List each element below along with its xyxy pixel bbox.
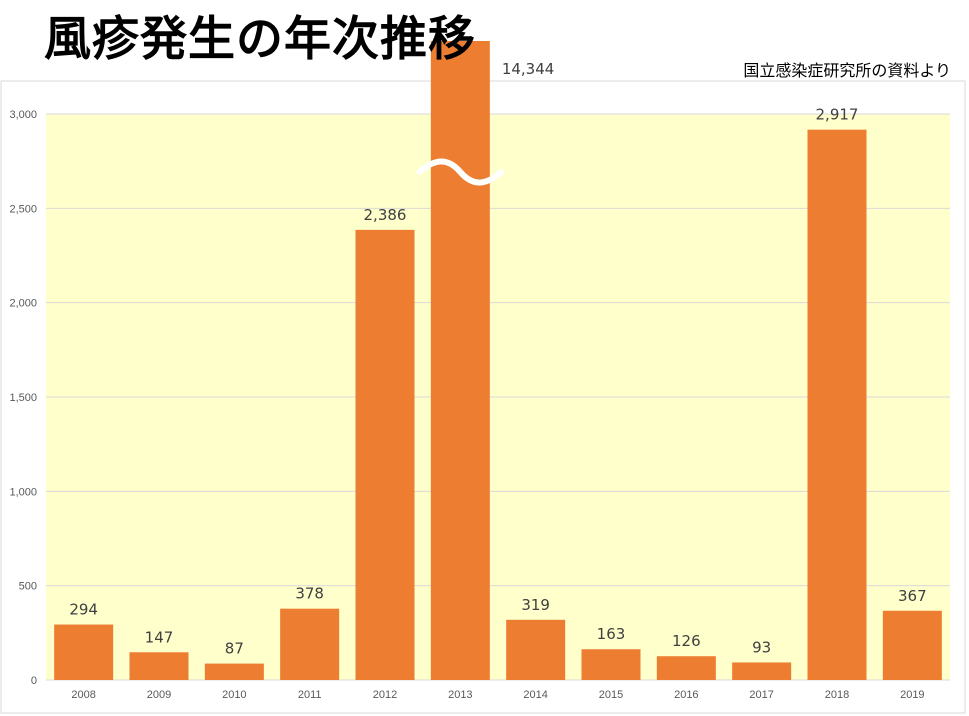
x-tick-label: 2014 <box>523 689 547 701</box>
y-tick-label: 1,500 <box>9 392 37 404</box>
x-tick-label: 2018 <box>825 689 849 701</box>
bar-2015 <box>581 649 641 680</box>
bar-2014 <box>506 619 566 680</box>
x-axis-ticks: 2008 2009 2010 2011 2012 2013 2014 2015 2016 2017… <box>71 689 924 701</box>
x-tick-label: 2016 <box>674 689 698 701</box>
y-axis-ticks: 0 500 1,000 1,500 2,000 2,500 3,000 <box>9 109 37 687</box>
data-label-2016: 126 <box>672 632 701 650</box>
bar-2016 <box>656 656 716 680</box>
x-tick-label: 2015 <box>599 689 623 701</box>
page-title: 風疹発生の年次推移 <box>44 12 476 67</box>
gridlines <box>46 113 950 681</box>
bar-2012 <box>355 229 415 680</box>
data-labels: 294 147 87 378 2,386 14,344 319 163 126 93 2,917 36… <box>69 60 926 658</box>
x-tick-label: 2012 <box>373 689 397 701</box>
x-tick-label: 2008 <box>71 689 95 701</box>
x-tick-label: 2009 <box>147 689 171 701</box>
x-tick-label: 2011 <box>298 689 322 701</box>
y-tick-label: 500 <box>19 581 37 593</box>
data-label-2019: 367 <box>898 587 927 605</box>
data-label-2008: 294 <box>69 601 98 619</box>
bar-2008 <box>54 624 114 680</box>
data-label-2018: 2,917 <box>816 106 859 124</box>
source-note: 国立感染症研究所の資料より <box>743 61 951 80</box>
bar-2010 <box>204 663 264 680</box>
x-tick-label: 2010 <box>222 689 246 701</box>
data-label-2010: 87 <box>225 640 244 658</box>
data-label-2011: 378 <box>295 585 324 603</box>
y-tick-label: 1,000 <box>9 486 37 498</box>
y-tick-label: 3,000 <box>9 109 37 121</box>
data-label-2015: 163 <box>597 625 626 643</box>
data-label-2009: 147 <box>145 628 174 646</box>
bar-2009 <box>129 652 189 680</box>
bar-2013 <box>430 41 490 680</box>
x-tick-label: 2013 <box>448 689 472 701</box>
bar-2018 <box>807 129 867 681</box>
x-tick-label: 2019 <box>900 689 924 701</box>
y-tick-label: 0 <box>31 675 37 687</box>
y-tick-label: 2,500 <box>9 203 37 215</box>
bars <box>54 41 942 681</box>
y-tick-label: 2,000 <box>9 298 37 310</box>
data-label-2014: 319 <box>521 596 550 614</box>
data-label-2012: 2,386 <box>364 206 407 224</box>
x-tick-label: 2017 <box>749 689 773 701</box>
data-label-2017: 93 <box>752 638 771 656</box>
bar-2019 <box>882 610 942 680</box>
data-label-2013: 14,344 <box>502 60 555 78</box>
bar-2017 <box>732 662 792 680</box>
bar-2011 <box>280 608 340 680</box>
axis-break-mark <box>416 158 505 186</box>
